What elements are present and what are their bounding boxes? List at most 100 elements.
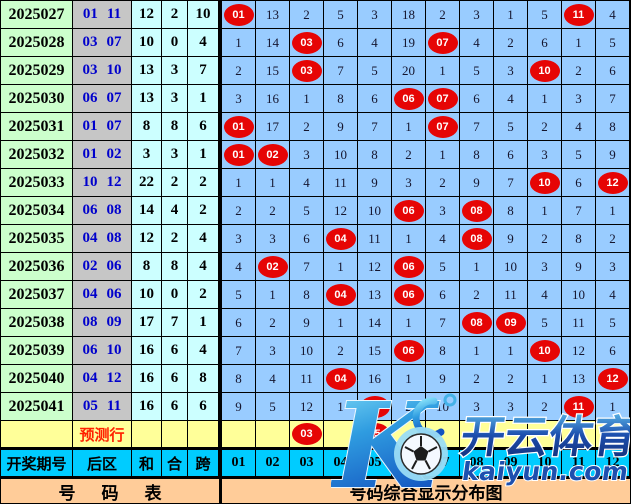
- grid-cell: 3: [222, 85, 256, 113]
- back-numbers-cell: 02 06: [73, 253, 132, 281]
- grid-cell: 03: [290, 29, 324, 57]
- grid-cell: 8: [290, 281, 324, 309]
- back-number: 04: [82, 230, 98, 246]
- thick-divider: [219, 1, 222, 29]
- grid-cell: [460, 421, 494, 448]
- hit-circle: 10: [529, 339, 560, 362]
- grid-cell: [256, 421, 290, 448]
- grid-cell: 2: [528, 225, 562, 253]
- grid-cell: 04: [324, 365, 358, 393]
- period-cell: 2025038: [1, 309, 73, 337]
- grid-cell: 20: [392, 57, 426, 85]
- hit-circle: 10: [529, 59, 560, 82]
- hit-circle: 08: [461, 311, 492, 334]
- kua-cell: 1: [188, 141, 219, 169]
- grid-cell: 19: [392, 29, 426, 57]
- grid-cell: 2: [562, 57, 596, 85]
- grid-cell: 10: [528, 169, 562, 197]
- grid-cell: 06: [392, 281, 426, 309]
- sum-cell: 10: [132, 281, 162, 309]
- back-numbers-cell: 03 07: [73, 29, 132, 57]
- grid-cell: 11: [290, 365, 324, 393]
- back-number: 07: [106, 118, 122, 134]
- hit-circle: 04: [325, 227, 356, 250]
- grid-cell: 3: [494, 393, 528, 421]
- grid-cell: 1: [324, 393, 358, 421]
- grid-cell: 6: [460, 85, 494, 113]
- back-number: 01: [82, 6, 98, 22]
- grid-cell: 1: [528, 197, 562, 225]
- hit-circle: 04: [325, 283, 356, 306]
- back-number: 06: [106, 286, 122, 302]
- hit-circle: 02: [257, 143, 288, 166]
- sum-cell: 10: [132, 29, 162, 57]
- hit-circle: 03: [291, 423, 322, 445]
- back-number: 10: [106, 342, 122, 358]
- hezhi-cell: 3: [162, 57, 188, 85]
- back-numbers-cell: 01 02: [73, 141, 132, 169]
- back-number: 02: [106, 146, 122, 162]
- hit-circle: 01: [223, 3, 254, 26]
- grid-cell: 2: [222, 57, 256, 85]
- back-numbers-cell: 01 07: [73, 113, 132, 141]
- thick-divider: [219, 29, 222, 57]
- back-number: 07: [106, 90, 122, 106]
- grid-cell: 4: [256, 365, 290, 393]
- grid-cell: 8: [562, 225, 596, 253]
- sum-cell: 22: [132, 169, 162, 197]
- grid-cell: 1: [426, 141, 460, 169]
- hit-circle: 06: [393, 339, 424, 362]
- grid-cell: 6: [528, 29, 562, 57]
- period-cell: 2025034: [1, 197, 73, 225]
- grid-cell: 2: [528, 113, 562, 141]
- kua-cell: 4: [188, 253, 219, 281]
- grid-cell: 2: [392, 141, 426, 169]
- grid-cell: 2: [290, 113, 324, 141]
- back-numbers-cell: 06 10: [73, 337, 132, 365]
- grid-cell: 7: [290, 253, 324, 281]
- grid-cell: 1: [222, 169, 256, 197]
- grid-cell: 5: [426, 253, 460, 281]
- grid-cell: 7: [324, 57, 358, 85]
- grid-cell: 18: [392, 1, 426, 29]
- back-number: 08: [106, 202, 122, 218]
- kua-cell: 2: [188, 197, 219, 225]
- back-numbers-cell: 04 08: [73, 225, 132, 253]
- grid-cell: 9: [460, 169, 494, 197]
- period-cell: 2025031: [1, 113, 73, 141]
- period-cell: 2025039: [1, 337, 73, 365]
- grid-cell: 2: [460, 365, 494, 393]
- grid-cell: 14: [358, 309, 392, 337]
- grid-cell: 1: [460, 253, 494, 281]
- hezhi-cell: 3: [162, 85, 188, 113]
- back-number: 08: [106, 230, 122, 246]
- grid-cell: 6: [596, 57, 630, 85]
- kua-cell: 6: [188, 113, 219, 141]
- column-header: 10: [528, 450, 562, 477]
- grid-cell: 10: [324, 141, 358, 169]
- back-number: 09: [106, 314, 122, 330]
- kua-header: 跨: [188, 450, 219, 477]
- grid-cell: 02: [256, 253, 290, 281]
- grid-cell: 08: [460, 225, 494, 253]
- footer-right-label: 号码综合显示分布图: [222, 479, 630, 503]
- hezhi-cell: 7: [162, 309, 188, 337]
- grid-cell: 3: [528, 253, 562, 281]
- grid-cell: 04: [324, 225, 358, 253]
- grid-cell: 2: [494, 29, 528, 57]
- table-row: 2025036 02 06 8 8 4 4 02 7 1 12 06 5 1 10 3 9 3: [1, 253, 630, 281]
- footer-left-label: 号码表: [1, 479, 219, 503]
- back-number: 04: [82, 370, 98, 386]
- grid-cell: 12: [596, 169, 630, 197]
- grid-cell: 1: [392, 113, 426, 141]
- table-row: 2025038 08 09 17 7 1 6 2 9 1 14 1 7 08 09 5 11 5: [1, 309, 630, 337]
- thick-divider: [219, 393, 222, 421]
- grid-cell: 7: [358, 113, 392, 141]
- kua-cell: 2: [188, 281, 219, 309]
- hit-circle: 12: [597, 171, 628, 194]
- back-numbers-cell: 04 12: [73, 365, 132, 393]
- back-number: 11: [106, 398, 122, 414]
- back-numbers-cell: 05 11: [73, 393, 132, 421]
- thick-divider: [219, 197, 222, 225]
- grid-cell: 9: [426, 365, 460, 393]
